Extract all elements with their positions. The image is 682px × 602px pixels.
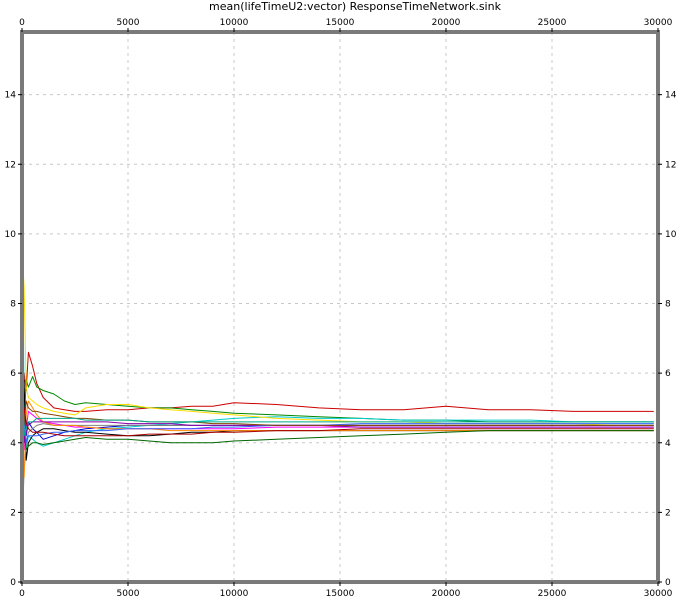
x-tick-label-bottom-6: 30000 — [644, 589, 673, 599]
x-tick-label-bottom-2: 10000 — [220, 589, 249, 599]
grid — [22, 32, 658, 582]
x-tick-label-bottom-3: 15000 — [326, 589, 355, 599]
x-tick-label-bottom-1: 5000 — [117, 589, 140, 599]
y-tick-label-right-7: 14 — [665, 91, 677, 101]
y-tick-label-left-3: 6 — [10, 369, 16, 379]
series-line-11 — [21, 414, 654, 444]
x-tick-label-top-2: 10000 — [220, 18, 249, 28]
y-tick-label-left-2: 4 — [10, 439, 16, 449]
y-tick-label-right-2: 4 — [665, 439, 671, 449]
series-line-4 — [21, 164, 654, 451]
x-tick-label-top-5: 25000 — [538, 18, 567, 28]
y-tick-label-left-1: 2 — [10, 508, 16, 518]
chart-title: mean(lifeTimeU2:vector) ResponseTimeNetw… — [209, 0, 502, 13]
x-tick-label-bottom-4: 20000 — [432, 589, 461, 599]
series-line-1 — [21, 376, 654, 426]
y-tick-label-right-3: 6 — [665, 369, 671, 379]
x-tick-label-top-4: 20000 — [432, 18, 461, 28]
y-tick-label-left-6: 12 — [5, 160, 16, 170]
y-tick-label-right-0: 0 — [665, 578, 671, 588]
x-tick-label-top-0: 0 — [19, 18, 25, 28]
y-tick-label-right-1: 2 — [665, 508, 671, 518]
series-line-9 — [21, 430, 654, 461]
x-tick-label-top-3: 15000 — [326, 18, 355, 28]
series-line-14 — [21, 407, 654, 450]
x-tick-label-top-1: 5000 — [117, 18, 140, 28]
y-tick-label-right-4: 8 — [665, 300, 671, 310]
y-tick-label-right-6: 12 — [665, 160, 676, 170]
y-tick-label-left-7: 14 — [5, 91, 17, 101]
x-tick-label-bottom-0: 0 — [19, 589, 25, 599]
x-tick-label-top-6: 30000 — [644, 18, 673, 28]
series-line-13 — [21, 338, 654, 437]
y-tick-label-right-5: 10 — [665, 230, 677, 240]
y-tick-label-left-0: 0 — [10, 578, 16, 588]
series-line-10 — [21, 390, 654, 444]
y-tick-label-left-5: 10 — [5, 230, 17, 240]
x-tick-label-bottom-5: 25000 — [538, 589, 567, 599]
axis-ticks: 0050005000100001000015000150002000020000… — [5, 18, 677, 599]
series-lines — [21, 164, 654, 530]
y-tick-label-left-4: 8 — [10, 300, 16, 310]
